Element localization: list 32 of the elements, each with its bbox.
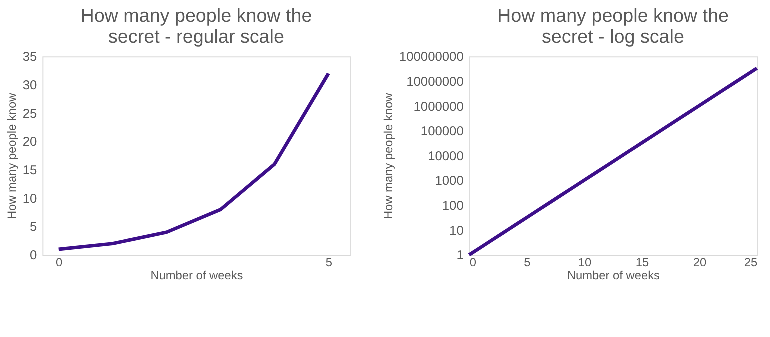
y-tick-label: 100000000 — [399, 49, 464, 64]
y-tick-label: 100 — [442, 198, 464, 213]
x-tick-label: 10 — [578, 256, 592, 270]
y-tick-label: 25 — [22, 106, 38, 121]
x-axis-title: Number of weeks — [150, 268, 244, 282]
line-series — [57, 72, 330, 252]
y-tick-label: 100000 — [420, 124, 464, 139]
x-tick-label: 5 — [524, 256, 532, 270]
chart-title: How many people know the secret - regular scale — [80, 4, 312, 47]
y-tick-label: 1 — [456, 248, 464, 263]
y-tick-label: 5 — [30, 219, 38, 234]
y-tick-label: 1000000 — [414, 98, 464, 114]
y-tick-label: 15 — [22, 162, 38, 178]
x-tick-label: 0 — [470, 256, 477, 270]
x-axis-title: Number of weeks — [567, 268, 660, 282]
y-tick-label: 10 — [22, 190, 38, 206]
line-series — [468, 66, 759, 257]
y-axis-title: How many people know — [4, 92, 19, 220]
y-tick-label: 10000 — [428, 148, 464, 164]
y-tick-label: 1000 — [435, 173, 464, 188]
y-tick-label: 10 — [450, 222, 464, 238]
y-tick-label: 10000000 — [406, 74, 464, 89]
y-tick-label: 20 — [22, 134, 38, 150]
x-tick-label: 5 — [326, 256, 333, 270]
y-tick-label: 30 — [22, 77, 38, 92]
x-tick-label: 20 — [693, 256, 708, 270]
y-tick-label: 35 — [22, 49, 38, 64]
chart-title: How many people know the secret - log scale — [497, 4, 729, 47]
x-tick-label: 25 — [744, 256, 758, 270]
y-axis-title: How many people know — [381, 92, 396, 220]
x-tick-label: 0 — [56, 256, 64, 270]
x-tick-label: 15 — [636, 256, 650, 270]
